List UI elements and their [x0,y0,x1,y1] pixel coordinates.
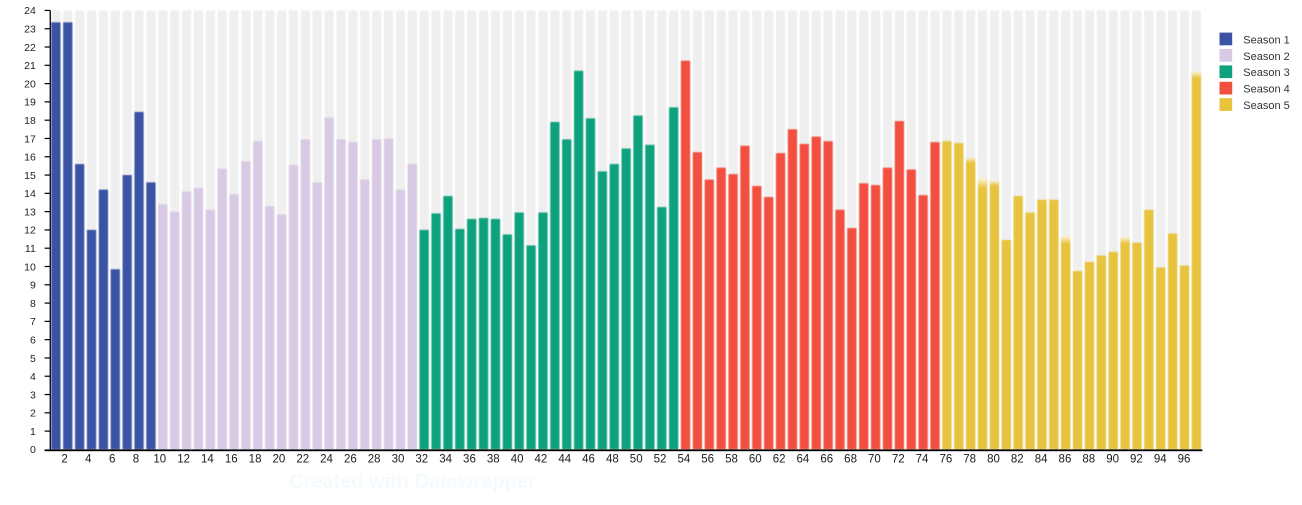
svg-text:20: 20 [24,78,36,90]
svg-text:2: 2 [30,408,36,420]
svg-text:17: 17 [24,133,36,145]
svg-text:84: 84 [1035,454,1048,466]
svg-text:12: 12 [24,225,36,237]
svg-text:Season 5: Season 5 [1243,100,1289,112]
svg-text:88: 88 [1082,454,1095,466]
svg-text:4: 4 [85,454,92,466]
svg-text:14: 14 [24,188,36,200]
svg-text:Season 4: Season 4 [1243,84,1289,96]
svg-text:1: 1 [30,426,36,438]
svg-text:20: 20 [273,454,286,466]
svg-text:66: 66 [820,454,833,466]
svg-text:10: 10 [153,454,166,466]
svg-text:22: 22 [24,42,36,54]
svg-text:16: 16 [225,454,238,466]
svg-text:60: 60 [749,454,762,466]
svg-text:6: 6 [109,454,115,466]
svg-text:70: 70 [868,454,881,466]
svg-text:Season 2: Season 2 [1243,51,1289,63]
svg-text:22: 22 [296,454,309,466]
svg-text:90: 90 [1106,454,1119,466]
svg-text:58: 58 [725,454,738,466]
svg-text:21: 21 [24,60,36,72]
svg-text:34: 34 [439,454,452,466]
svg-text:13: 13 [24,206,36,218]
svg-text:18: 18 [249,454,262,466]
svg-text:6: 6 [30,334,36,346]
svg-text:96: 96 [1178,454,1191,466]
svg-text:0: 0 [30,444,36,456]
svg-text:23: 23 [24,24,36,36]
svg-text:9: 9 [30,280,36,292]
svg-text:38: 38 [487,454,500,466]
svg-text:24: 24 [320,454,333,466]
svg-text:52: 52 [654,454,667,466]
svg-text:8: 8 [30,298,36,310]
svg-text:14: 14 [201,454,214,466]
svg-text:48: 48 [606,454,619,466]
svg-text:7: 7 [30,316,36,328]
svg-text:54: 54 [677,454,690,466]
svg-text:46: 46 [582,454,595,466]
svg-text:3: 3 [30,389,36,401]
svg-text:19: 19 [24,97,36,109]
svg-text:5: 5 [30,353,36,365]
svg-text:10: 10 [24,261,36,273]
svg-text:15: 15 [24,170,36,182]
svg-text:26: 26 [344,454,357,466]
svg-text:2: 2 [61,454,67,466]
svg-text:42: 42 [535,454,548,466]
svg-text:74: 74 [916,454,929,466]
svg-text:72: 72 [892,454,905,466]
svg-text:Season 1: Season 1 [1243,34,1289,46]
svg-text:11: 11 [25,243,36,255]
svg-text:56: 56 [701,454,714,466]
svg-text:78: 78 [963,454,976,466]
svg-text:Created with Datawrapper: Created with Datawrapper [289,471,536,493]
svg-text:76: 76 [939,454,952,466]
svg-text:24: 24 [24,5,36,17]
svg-text:8: 8 [133,454,139,466]
svg-text:94: 94 [1154,454,1167,466]
svg-text:92: 92 [1130,454,1143,466]
svg-text:4: 4 [30,371,36,383]
svg-text:64: 64 [797,454,810,466]
svg-text:82: 82 [1011,454,1024,466]
svg-text:12: 12 [177,454,190,466]
svg-text:18: 18 [24,115,36,127]
svg-text:16: 16 [24,152,36,164]
svg-text:86: 86 [1059,454,1072,466]
svg-text:50: 50 [630,454,643,466]
svg-text:36: 36 [463,454,476,466]
svg-text:30: 30 [392,454,405,466]
svg-text:28: 28 [368,454,381,466]
svg-text:40: 40 [511,454,524,466]
svg-text:62: 62 [773,454,786,466]
svg-text:Season 3: Season 3 [1243,67,1289,79]
svg-text:32: 32 [415,454,428,466]
svg-text:44: 44 [558,454,571,466]
svg-text:80: 80 [987,454,1000,466]
svg-text:68: 68 [844,454,857,466]
